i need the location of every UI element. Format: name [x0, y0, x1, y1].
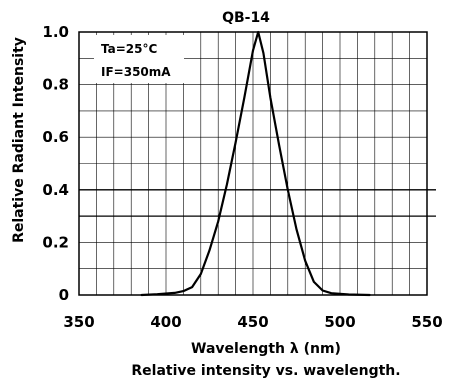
x-axis-label: Wavelength λ (nm): [191, 341, 341, 357]
x-tick-label: 550: [411, 313, 442, 331]
y-tick-label: 0.8: [42, 76, 69, 94]
y-axis-label: Relative Radiant Intensity: [11, 37, 27, 243]
y-tick-label: 1.0: [42, 23, 69, 41]
chart-title: QB-14: [222, 10, 270, 26]
x-tick-label: 450: [237, 313, 268, 331]
annotation-box: [94, 35, 184, 83]
intensity-curve: [140, 30, 371, 297]
x-tick-label: 400: [150, 313, 181, 331]
annotation-current: IF=350mA: [101, 65, 171, 79]
x-tick-label: 500: [324, 313, 355, 331]
plot-frame: [78, 31, 428, 296]
y-tick-label: 0.2: [42, 233, 69, 251]
y-tick-label: 0.6: [42, 128, 69, 146]
curve-group: [140, 30, 371, 297]
x-tick-labels: 350 400 450 500 550: [63, 313, 442, 331]
y-tick-label: 0: [59, 286, 69, 304]
chart-caption: Relative intensity vs. wavelength.: [131, 363, 400, 379]
annotation-temperature: Ta=25°C: [101, 42, 157, 56]
y-tick-labels: 0 0.2 0.4 0.6 0.8 1.0: [42, 23, 69, 304]
x-tick-label: 350: [63, 313, 94, 331]
y-tick-label: 0.4: [42, 181, 69, 199]
